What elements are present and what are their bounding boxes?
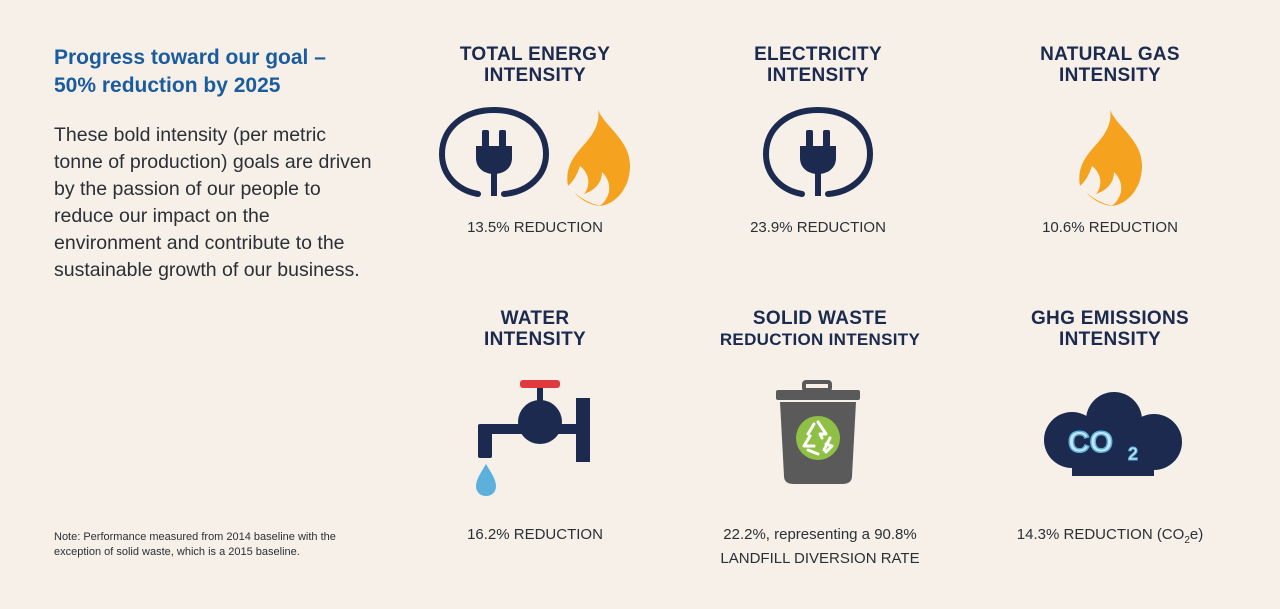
metric-title-line2: INTENSITY <box>1059 65 1161 86</box>
metric-total-energy: TOTAL ENERGY INTENSITY 13.5% REDUCTION <box>430 44 640 254</box>
metric-title-line2: INTENSITY <box>1059 329 1161 350</box>
goal-description: These bold intensity (per metric tonne o… <box>54 124 372 281</box>
metric-value: 14.3% REDUCTION (CO2e) <box>1010 523 1210 553</box>
metric-title-line1: TOTAL ENERGY <box>459 44 611 65</box>
metric-title: TOTAL ENERGY INTENSITY <box>430 44 640 86</box>
metric-title-line1: GHG EMISSIONS <box>1030 308 1190 329</box>
metric-title-line1: SOLID WASTE <box>752 308 888 329</box>
co2-cloud-icon: CO 2 <box>1044 392 1182 476</box>
metric-value-suffix: e) <box>1189 526 1204 543</box>
metric-ghg-emissions: GHG EMISSIONS INTENSITY CO 2 14.3% REDUC… <box>1010 308 1210 568</box>
flame-icon <box>567 110 630 206</box>
metric-title-line2: REDUCTION INTENSITY <box>719 330 921 349</box>
metric-title: WATER INTENSITY <box>440 308 630 350</box>
goal-title-line1: Progress toward our goal – <box>54 46 326 69</box>
faucet-icon <box>476 380 590 496</box>
metric-title: NATURAL GAS INTENSITY <box>1010 44 1210 86</box>
metric-title-line1: ELECTRICITY <box>754 44 882 65</box>
metric-value-line2: LANDFILL DIVERSION RATE <box>720 550 920 567</box>
plug-icon <box>762 106 874 197</box>
intro-section: Progress toward our goal – 50% reduction… <box>54 44 374 284</box>
goal-title: Progress toward our goal – 50% reduction… <box>54 44 374 100</box>
plug-icon <box>438 106 550 197</box>
metric-value-line1: 22.2%, representing a 90.8% <box>723 526 917 543</box>
metric-value: 16.2% REDUCTION <box>467 526 603 543</box>
metric-value: 22.2%, representing a 90.8% LANDFILL DIV… <box>700 523 940 571</box>
metric-value-prefix: 14.3% REDUCTION (CO <box>1016 526 1185 543</box>
recycle-bin-icon <box>776 380 860 484</box>
metric-solid-waste: SOLID WASTE REDUCTION INTENSITY 22.2%, r… <box>700 308 940 578</box>
metric-title: GHG EMISSIONS INTENSITY <box>1010 308 1210 350</box>
metric-title-line1: NATURAL GAS <box>1040 44 1180 65</box>
metric-natural-gas: NATURAL GAS INTENSITY 10.6% REDUCTION <box>1010 44 1210 254</box>
goal-title-line2: 50% reduction by 2025 <box>54 74 281 97</box>
flame-icon <box>1079 110 1142 206</box>
metric-value: 23.9% REDUCTION <box>750 219 886 236</box>
metric-title: SOLID WASTE REDUCTION INTENSITY <box>700 308 940 350</box>
co2-label: CO <box>1068 426 1113 459</box>
metric-title: ELECTRICITY INTENSITY <box>720 44 916 86</box>
metric-title-line2: INTENSITY <box>767 65 869 86</box>
metric-title-line2: INTENSITY <box>484 65 586 86</box>
baseline-note: Note: Performance measured from 2014 bas… <box>54 531 336 558</box>
metric-value: 10.6% REDUCTION <box>1042 219 1178 236</box>
metric-title-line1: WATER <box>500 308 570 329</box>
metric-value: 13.5% REDUCTION <box>467 219 603 236</box>
metric-value-subscript: 2 <box>1184 535 1190 546</box>
metric-electricity: ELECTRICITY INTENSITY 23.9% REDUCTION <box>720 44 916 254</box>
metric-title-line2: INTENSITY <box>484 329 586 350</box>
co2-subscript: 2 <box>1128 444 1138 464</box>
metric-water: WATER INTENSITY 16.2% REDUCTION <box>440 308 630 568</box>
